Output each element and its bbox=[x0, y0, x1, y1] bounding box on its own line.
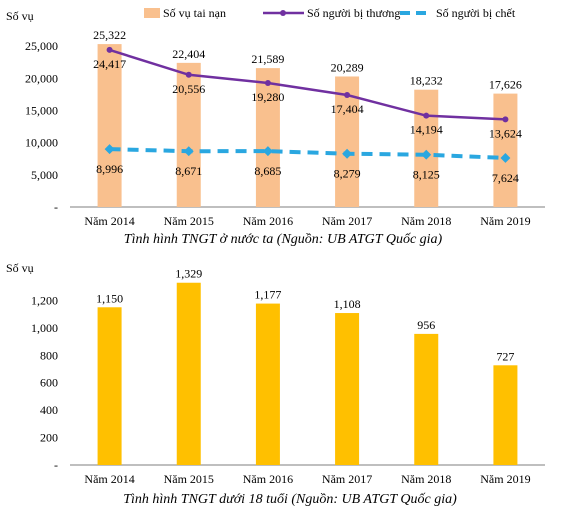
y-tick-label: 200 bbox=[40, 431, 58, 445]
point-deaths bbox=[262, 146, 273, 157]
chart-tngt-nationwide: Số vụ Số vụ tai nạn Số người bị thương S… bbox=[6, 6, 545, 247]
deaths-data-label: 7,624 bbox=[492, 171, 519, 185]
bar bbox=[176, 282, 201, 465]
bar-data-label: 25,322 bbox=[93, 28, 126, 42]
legend-label-injured: Số người bị thương bbox=[307, 6, 400, 20]
bar bbox=[97, 44, 122, 207]
x-tick-label: Năm 2014 bbox=[84, 472, 134, 486]
chart2-ylabel: Số vụ bbox=[6, 261, 34, 275]
deaths-data-label: 8,685 bbox=[254, 164, 281, 178]
x-tick-label: Năm 2019 bbox=[480, 214, 530, 228]
bar bbox=[414, 333, 439, 465]
y-tick-label: 5,000 bbox=[31, 168, 58, 182]
x-tick-label: Năm 2018 bbox=[401, 472, 451, 486]
legend-label-accidents: Số vụ tai nạn bbox=[163, 6, 226, 20]
chart1-bars bbox=[97, 44, 518, 208]
injured-data-label: 20,556 bbox=[172, 82, 205, 96]
line-injured bbox=[109, 48, 506, 121]
bar bbox=[176, 62, 201, 207]
point-injured bbox=[106, 46, 113, 53]
x-tick-label: Năm 2019 bbox=[480, 472, 530, 486]
bar-data-label: 20,289 bbox=[331, 60, 364, 74]
point-injured bbox=[502, 116, 509, 123]
bar-data-label: 1,108 bbox=[334, 297, 361, 311]
chart1-lines bbox=[104, 46, 511, 163]
point-deaths bbox=[342, 148, 353, 159]
bar-data-label: 1,177 bbox=[254, 288, 281, 302]
chart2-bars bbox=[97, 282, 518, 465]
deaths-data-label: 8,996 bbox=[96, 162, 123, 176]
x-tick-label: Năm 2016 bbox=[243, 472, 293, 486]
deaths-data-label: 8,279 bbox=[334, 167, 361, 181]
point-injured bbox=[423, 112, 430, 119]
y-tick-label: 20,000 bbox=[25, 71, 58, 85]
chart1-data-labels: 25,322 22,404 21,589 20,289 18,232 17,626 24,4… bbox=[93, 28, 522, 185]
x-tick-label: Năm 2017 bbox=[322, 214, 372, 228]
x-tick-label: Năm 2014 bbox=[84, 214, 134, 228]
bar bbox=[493, 93, 518, 207]
chart1-legend: Số vụ tai nạn Số người bị thương Số ngườ… bbox=[144, 6, 516, 20]
point-deaths bbox=[421, 149, 432, 160]
point-deaths bbox=[500, 153, 511, 163]
chart2-data-labels: 1,150 1,329 1,177 1,108 956 727 bbox=[96, 267, 514, 364]
bar-data-label: 21,589 bbox=[251, 52, 284, 66]
deaths-data-label: 8,671 bbox=[175, 164, 202, 178]
x-tick-label: Năm 2017 bbox=[322, 472, 372, 486]
point-deaths bbox=[183, 146, 194, 157]
y-tick-label: 15,000 bbox=[25, 104, 58, 118]
legend-label-deaths: Số người bị chết bbox=[436, 6, 516, 20]
chart-tngt-under-18: Số vụ - 200 400 600 800 1,000 1,200 1,150 1,329… bbox=[6, 261, 545, 507]
chart2-caption: Tình hình TNGT dưới 18 tuổi (Nguồn: UB A… bbox=[123, 492, 457, 507]
y-tick-label: 400 bbox=[40, 403, 58, 417]
bar bbox=[255, 68, 280, 207]
bar-data-label: 18,232 bbox=[410, 74, 443, 88]
bar-data-label: 17,626 bbox=[489, 78, 522, 92]
y-tick-label: 10,000 bbox=[25, 136, 58, 150]
bar bbox=[335, 313, 360, 465]
chart1-ylabel: Số vụ bbox=[6, 9, 34, 23]
chart2-y-axis: - 200 400 600 800 1,000 1,200 bbox=[31, 293, 58, 472]
y-tick-label: 1,000 bbox=[31, 321, 58, 335]
bar bbox=[97, 307, 122, 465]
injured-data-label: 17,404 bbox=[331, 102, 364, 116]
injured-data-label: 14,194 bbox=[410, 123, 443, 137]
bar-data-label: 1,150 bbox=[96, 291, 123, 305]
x-tick-label: Năm 2018 bbox=[401, 214, 451, 228]
y-tick-label: 25,000 bbox=[25, 39, 58, 53]
bar bbox=[414, 89, 439, 207]
point-injured bbox=[344, 92, 351, 99]
bar-data-label: 956 bbox=[417, 318, 435, 332]
point-injured bbox=[264, 79, 271, 86]
y-tick-label: - bbox=[54, 200, 58, 214]
y-tick-label: 800 bbox=[40, 348, 58, 362]
point-deaths bbox=[104, 144, 115, 155]
chart1-caption: Tình hình TNGT ở nước ta (Nguồn: UB ATGT… bbox=[124, 232, 443, 247]
y-tick-label: - bbox=[54, 458, 58, 472]
injured-data-label: 19,280 bbox=[251, 90, 284, 104]
x-tick-label: Năm 2015 bbox=[164, 472, 214, 486]
legend-swatch-accidents bbox=[144, 8, 160, 18]
chart1-y-axis: - 5,000 10,000 15,000 20,000 25,000 bbox=[25, 39, 58, 214]
bar bbox=[255, 303, 280, 465]
injured-data-label: 13,624 bbox=[489, 126, 522, 140]
chart1-x-axis: Năm 2014 Năm 2015 Năm 2016 Năm 2017 Năm 2018… bbox=[84, 214, 530, 228]
bar-data-label: 22,404 bbox=[172, 47, 205, 61]
point-injured bbox=[185, 71, 192, 78]
deaths-data-label: 8,125 bbox=[413, 168, 440, 182]
chart2-x-axis: Năm 2014 Năm 2015 Năm 2016 Năm 2017 Năm 2018… bbox=[84, 472, 530, 486]
bar-data-label: 727 bbox=[496, 349, 514, 363]
bar bbox=[493, 365, 518, 465]
x-tick-label: Năm 2015 bbox=[164, 214, 214, 228]
y-tick-label: 1,200 bbox=[31, 293, 58, 307]
legend-marker-injured bbox=[280, 10, 286, 16]
injured-data-label: 24,417 bbox=[93, 57, 126, 71]
bar-data-label: 1,329 bbox=[175, 267, 202, 281]
y-tick-label: 600 bbox=[40, 376, 58, 390]
x-tick-label: Năm 2016 bbox=[243, 214, 293, 228]
line-deaths bbox=[109, 147, 506, 160]
